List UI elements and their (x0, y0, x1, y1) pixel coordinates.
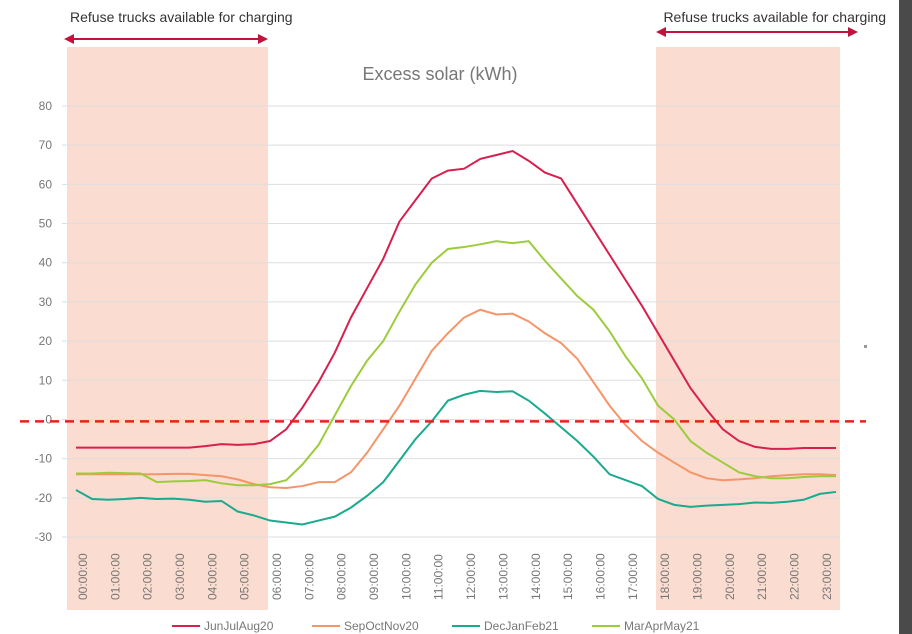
chart-title: Excess solar (kWh) (362, 64, 517, 84)
y-tick-label: 50 (39, 217, 53, 231)
x-tick-label: 10:00:00 (399, 553, 413, 600)
shaded-region (67, 47, 268, 610)
x-tick-label: 20:00:00 (723, 553, 737, 600)
series-line (75, 389, 837, 526)
y-tick-label: 60 (39, 177, 53, 191)
x-tick-label: 21:00:00 (755, 553, 769, 600)
x-tick-label: 03:00:00 (173, 553, 187, 600)
dot (864, 345, 867, 348)
y-tick-label: 80 (39, 99, 53, 113)
x-tick-label: 22:00:00 (787, 553, 801, 600)
x-tick-label: 18:00:00 (658, 553, 672, 600)
series-line (76, 240, 836, 487)
legend-label: SepOctNov20 (344, 619, 419, 633)
annotation: Refuse trucks available for charging (663, 9, 886, 25)
y-tick-label: 0 (45, 412, 52, 426)
side-bar (899, 0, 912, 634)
x-tick-label: 23:00:00 (820, 553, 834, 600)
x-tick-label: 06:00:00 (270, 553, 284, 600)
legend-label: DecJanFeb21 (484, 619, 559, 633)
x-tick-label: 14:00:00 (529, 553, 543, 600)
x-tick-label: 07:00:00 (302, 553, 316, 600)
x-tick-label: 00:00:00 (76, 553, 90, 600)
x-tick-label: 05:00:00 (238, 553, 252, 600)
x-tick-label: 08:00:00 (335, 553, 349, 600)
x-tick-label: 04:00:00 (205, 553, 219, 600)
annotation: Refuse trucks available for charging (70, 9, 293, 25)
x-tick-label: 01:00:00 (108, 553, 122, 600)
y-tick-label: -10 (35, 452, 53, 466)
x-tick-label: 13:00:00 (496, 553, 510, 600)
x-tick-label: 11:00:00 (432, 554, 446, 600)
y-tick-label: -30 (35, 530, 53, 544)
series-line (76, 308, 837, 490)
y-tick-label: 70 (39, 138, 53, 152)
legend-label: MarAprMay21 (624, 619, 700, 633)
series-line (76, 149, 836, 450)
x-tick-label: 19:00:00 (690, 553, 704, 600)
x-tick-label: 02:00:00 (141, 553, 155, 600)
legend-label: JunJulAug20 (204, 619, 274, 633)
x-tick-label: 16:00:00 (593, 553, 607, 600)
shaded-region (656, 47, 840, 610)
arrows (64, 27, 858, 44)
y-tick-label: 30 (39, 295, 53, 309)
y-tick-label: -20 (35, 491, 53, 505)
x-tick-label: 15:00:00 (561, 553, 575, 600)
x-tick-label: 12:00:00 (464, 553, 478, 600)
x-tick-label: 17:00:00 (626, 553, 640, 600)
y-tick-label: 10 (39, 373, 53, 387)
y-tick-label: 40 (39, 256, 53, 270)
y-tick-label: 20 (39, 334, 53, 348)
x-tick-label: 09:00:00 (367, 553, 381, 600)
